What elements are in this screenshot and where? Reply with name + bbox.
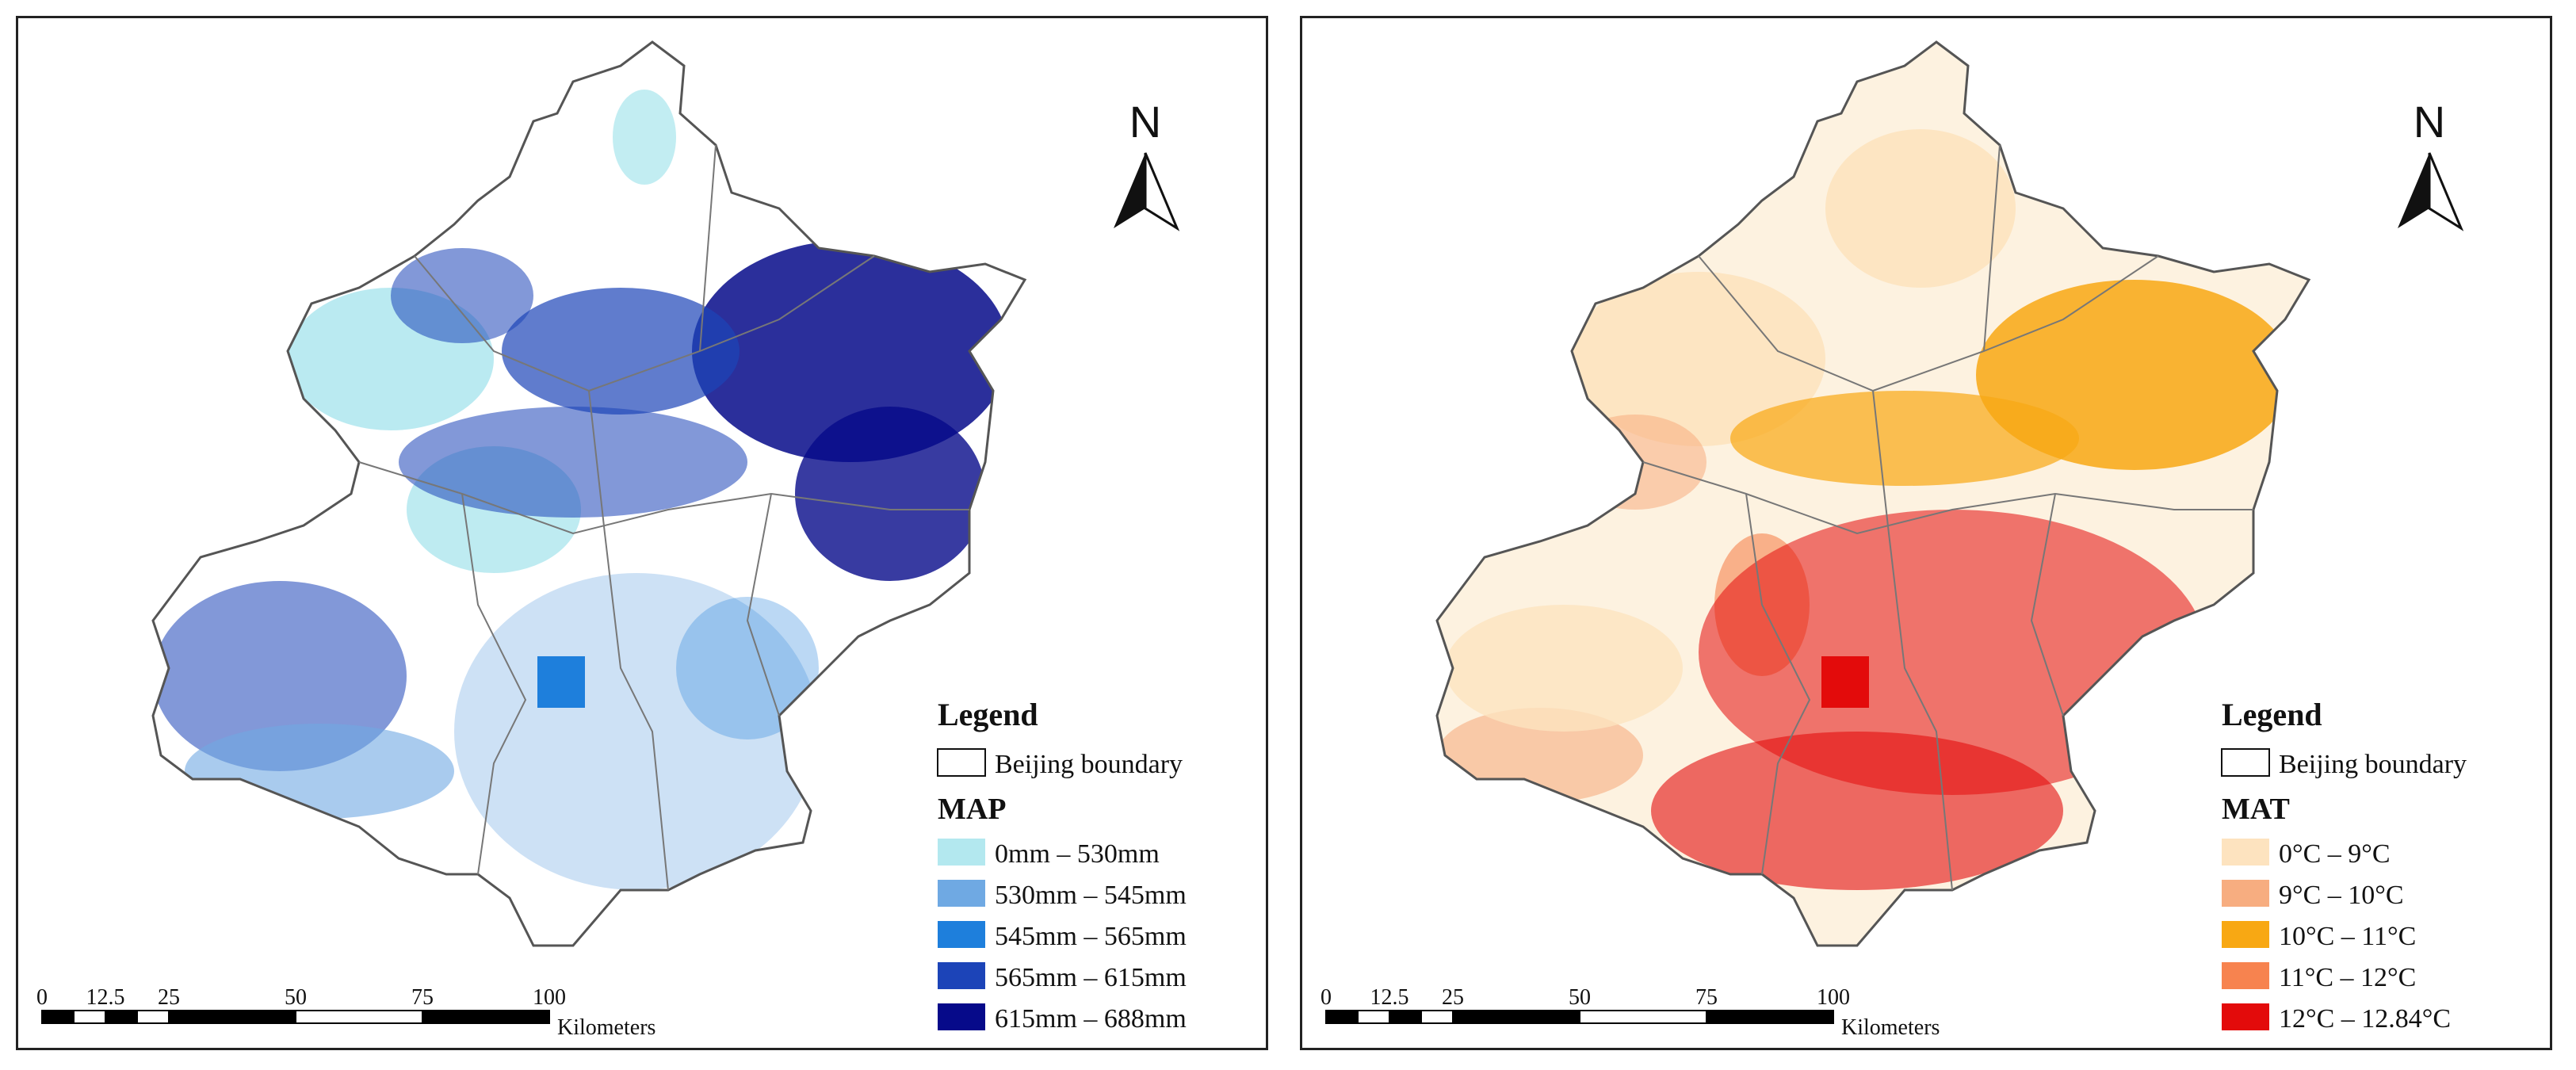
boundary-label: Beijing boundary bbox=[2279, 750, 2467, 779]
scale-segment bbox=[41, 1010, 75, 1024]
beijing-map bbox=[151, 40, 1027, 947]
legend-class-label: 565mm – 615mm bbox=[995, 963, 1187, 992]
legend-swatch bbox=[2222, 962, 2269, 989]
legend-swatch bbox=[2222, 880, 2269, 907]
legend-class-label: 545mm – 565mm bbox=[995, 922, 1187, 951]
boundary-label: Beijing boundary bbox=[995, 750, 1183, 779]
scale-segment bbox=[1420, 1010, 1454, 1024]
scale-unit-label: Kilometers bbox=[557, 1015, 655, 1040]
scale-tick-label: 50 bbox=[1569, 985, 1591, 1010]
north-arrow-icon: N bbox=[1114, 97, 1180, 231]
map-legend: Legend Beijing boundary MAP 0mm – 530mm 5… bbox=[937, 697, 1187, 1034]
scale-tick-label: 12.5 bbox=[86, 985, 125, 1010]
legend-class-label: 0°C – 9°C bbox=[2279, 839, 2391, 869]
map-legend: Legend Beijing boundary MAT 0°C – 9°C 9°C… bbox=[2221, 697, 2467, 1034]
legend-title: Legend bbox=[938, 697, 1038, 732]
scale-bar: 0 12.5 25 50 75 100 Kilometers bbox=[1320, 985, 1940, 1040]
svg-text:N: N bbox=[2414, 97, 2445, 147]
map-canvas: N Legend Beijing boundary MAT 0°C – 9°C 9… bbox=[1320, 40, 2467, 1040]
scale-segment bbox=[105, 1010, 138, 1024]
legend-class-label: 530mm – 545mm bbox=[995, 881, 1187, 910]
legend-swatch bbox=[938, 962, 985, 989]
scale-tick-label: 75 bbox=[411, 985, 434, 1010]
scale-tick-label: 0 bbox=[36, 985, 48, 1010]
legend-variable: MAT bbox=[2222, 793, 2290, 826]
boundary-swatch bbox=[937, 748, 986, 777]
legend-swatch bbox=[2222, 1003, 2269, 1030]
legend-variable: MAP bbox=[938, 793, 1007, 826]
legend-class-label: 9°C – 10°C bbox=[2279, 881, 2404, 910]
legend-swatch bbox=[2222, 839, 2269, 866]
map-panel-precipitation: N Legend Beijing boundary MAP 0mm – 530m… bbox=[16, 16, 1268, 1050]
scale-segment bbox=[1579, 1010, 1707, 1024]
scale-tick-label: 50 bbox=[285, 985, 307, 1010]
boundary-swatch bbox=[2221, 748, 2270, 777]
scale-segment bbox=[422, 1010, 550, 1024]
legend-class-label: 615mm – 688mm bbox=[995, 1004, 1187, 1034]
legend-swatch bbox=[938, 921, 985, 948]
scale-tick-label: 75 bbox=[1695, 985, 1718, 1010]
scale-segment bbox=[1452, 1010, 1580, 1024]
scale-segment bbox=[73, 1010, 106, 1024]
north-arrow-icon: N bbox=[2398, 97, 2464, 231]
scale-tick-label: 100 bbox=[1817, 985, 1850, 1010]
scale-segment bbox=[1357, 1010, 1390, 1024]
map-panel-temperature: N Legend Beijing boundary MAT 0°C – 9°C 9… bbox=[1300, 16, 2552, 1050]
legend-class-label: 10°C – 11°C bbox=[2279, 922, 2416, 951]
scale-tick-label: 0 bbox=[1320, 985, 1332, 1010]
scale-tick-label: 12.5 bbox=[1370, 985, 1409, 1010]
scale-segment bbox=[168, 1010, 296, 1024]
scale-segment bbox=[1389, 1010, 1422, 1024]
legend-swatch bbox=[938, 880, 985, 907]
map-canvas: N Legend Beijing boundary MAP 0mm – 530m… bbox=[36, 40, 1187, 1040]
scale-segment bbox=[1325, 1010, 1359, 1024]
scale-tick-label: 25 bbox=[158, 985, 180, 1010]
beijing-map bbox=[1435, 40, 2311, 947]
svg-text:N: N bbox=[1129, 97, 1161, 147]
legend-swatch bbox=[938, 839, 985, 866]
legend-swatch bbox=[938, 1003, 985, 1030]
scale-tick-label: 100 bbox=[533, 985, 566, 1010]
scale-segment bbox=[1706, 1010, 1834, 1024]
legend-title: Legend bbox=[2222, 697, 2322, 732]
scale-segment bbox=[136, 1010, 170, 1024]
legend-class-label: 12°C – 12.84°C bbox=[2279, 1004, 2451, 1034]
scale-bar: 0 12.5 25 50 75 100 Kilometers bbox=[36, 985, 655, 1040]
scale-tick-label: 25 bbox=[1442, 985, 1464, 1010]
scale-segment bbox=[295, 1010, 423, 1024]
legend-class-label: 0mm – 530mm bbox=[995, 839, 1160, 869]
legend-class-label: 11°C – 12°C bbox=[2279, 963, 2416, 992]
legend-swatch bbox=[2222, 921, 2269, 948]
scale-unit-label: Kilometers bbox=[1841, 1015, 1940, 1040]
